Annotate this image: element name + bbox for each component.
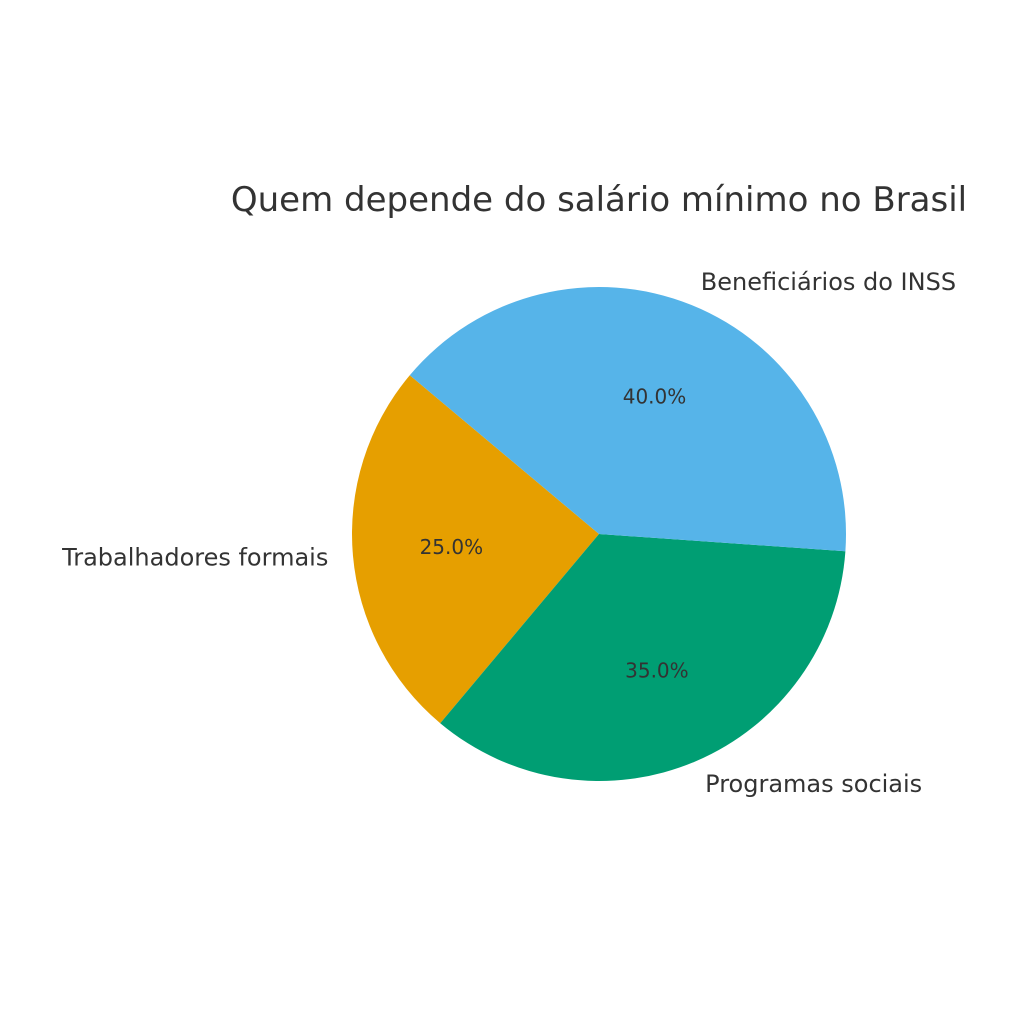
pie-labels: Trabalhadores formais 25.0% Programas soci…	[61, 268, 956, 798]
pie-slice-trabalhadores-formais	[352, 375, 599, 724]
pie-slices	[352, 286, 846, 782]
pie-slice-beneficiarios-inss	[409, 286, 846, 552]
slice-percent-trabalhadores-formais: 25.0%	[420, 535, 484, 559]
pie-slice-programas-sociais	[440, 534, 846, 782]
chart-title: Quem depende do salário mínimo no Brasil	[231, 180, 967, 220]
slice-label-programas-sociais: Programas sociais	[705, 770, 922, 798]
slice-percent-programas-sociais: 35.0%	[625, 658, 689, 682]
slice-label-beneficiarios-inss: Beneficiários do INSS	[701, 268, 956, 296]
slice-label-trabalhadores-formais: Trabalhadores formais	[61, 544, 328, 572]
slice-percent-beneficiarios-inss: 40.0%	[623, 385, 687, 409]
